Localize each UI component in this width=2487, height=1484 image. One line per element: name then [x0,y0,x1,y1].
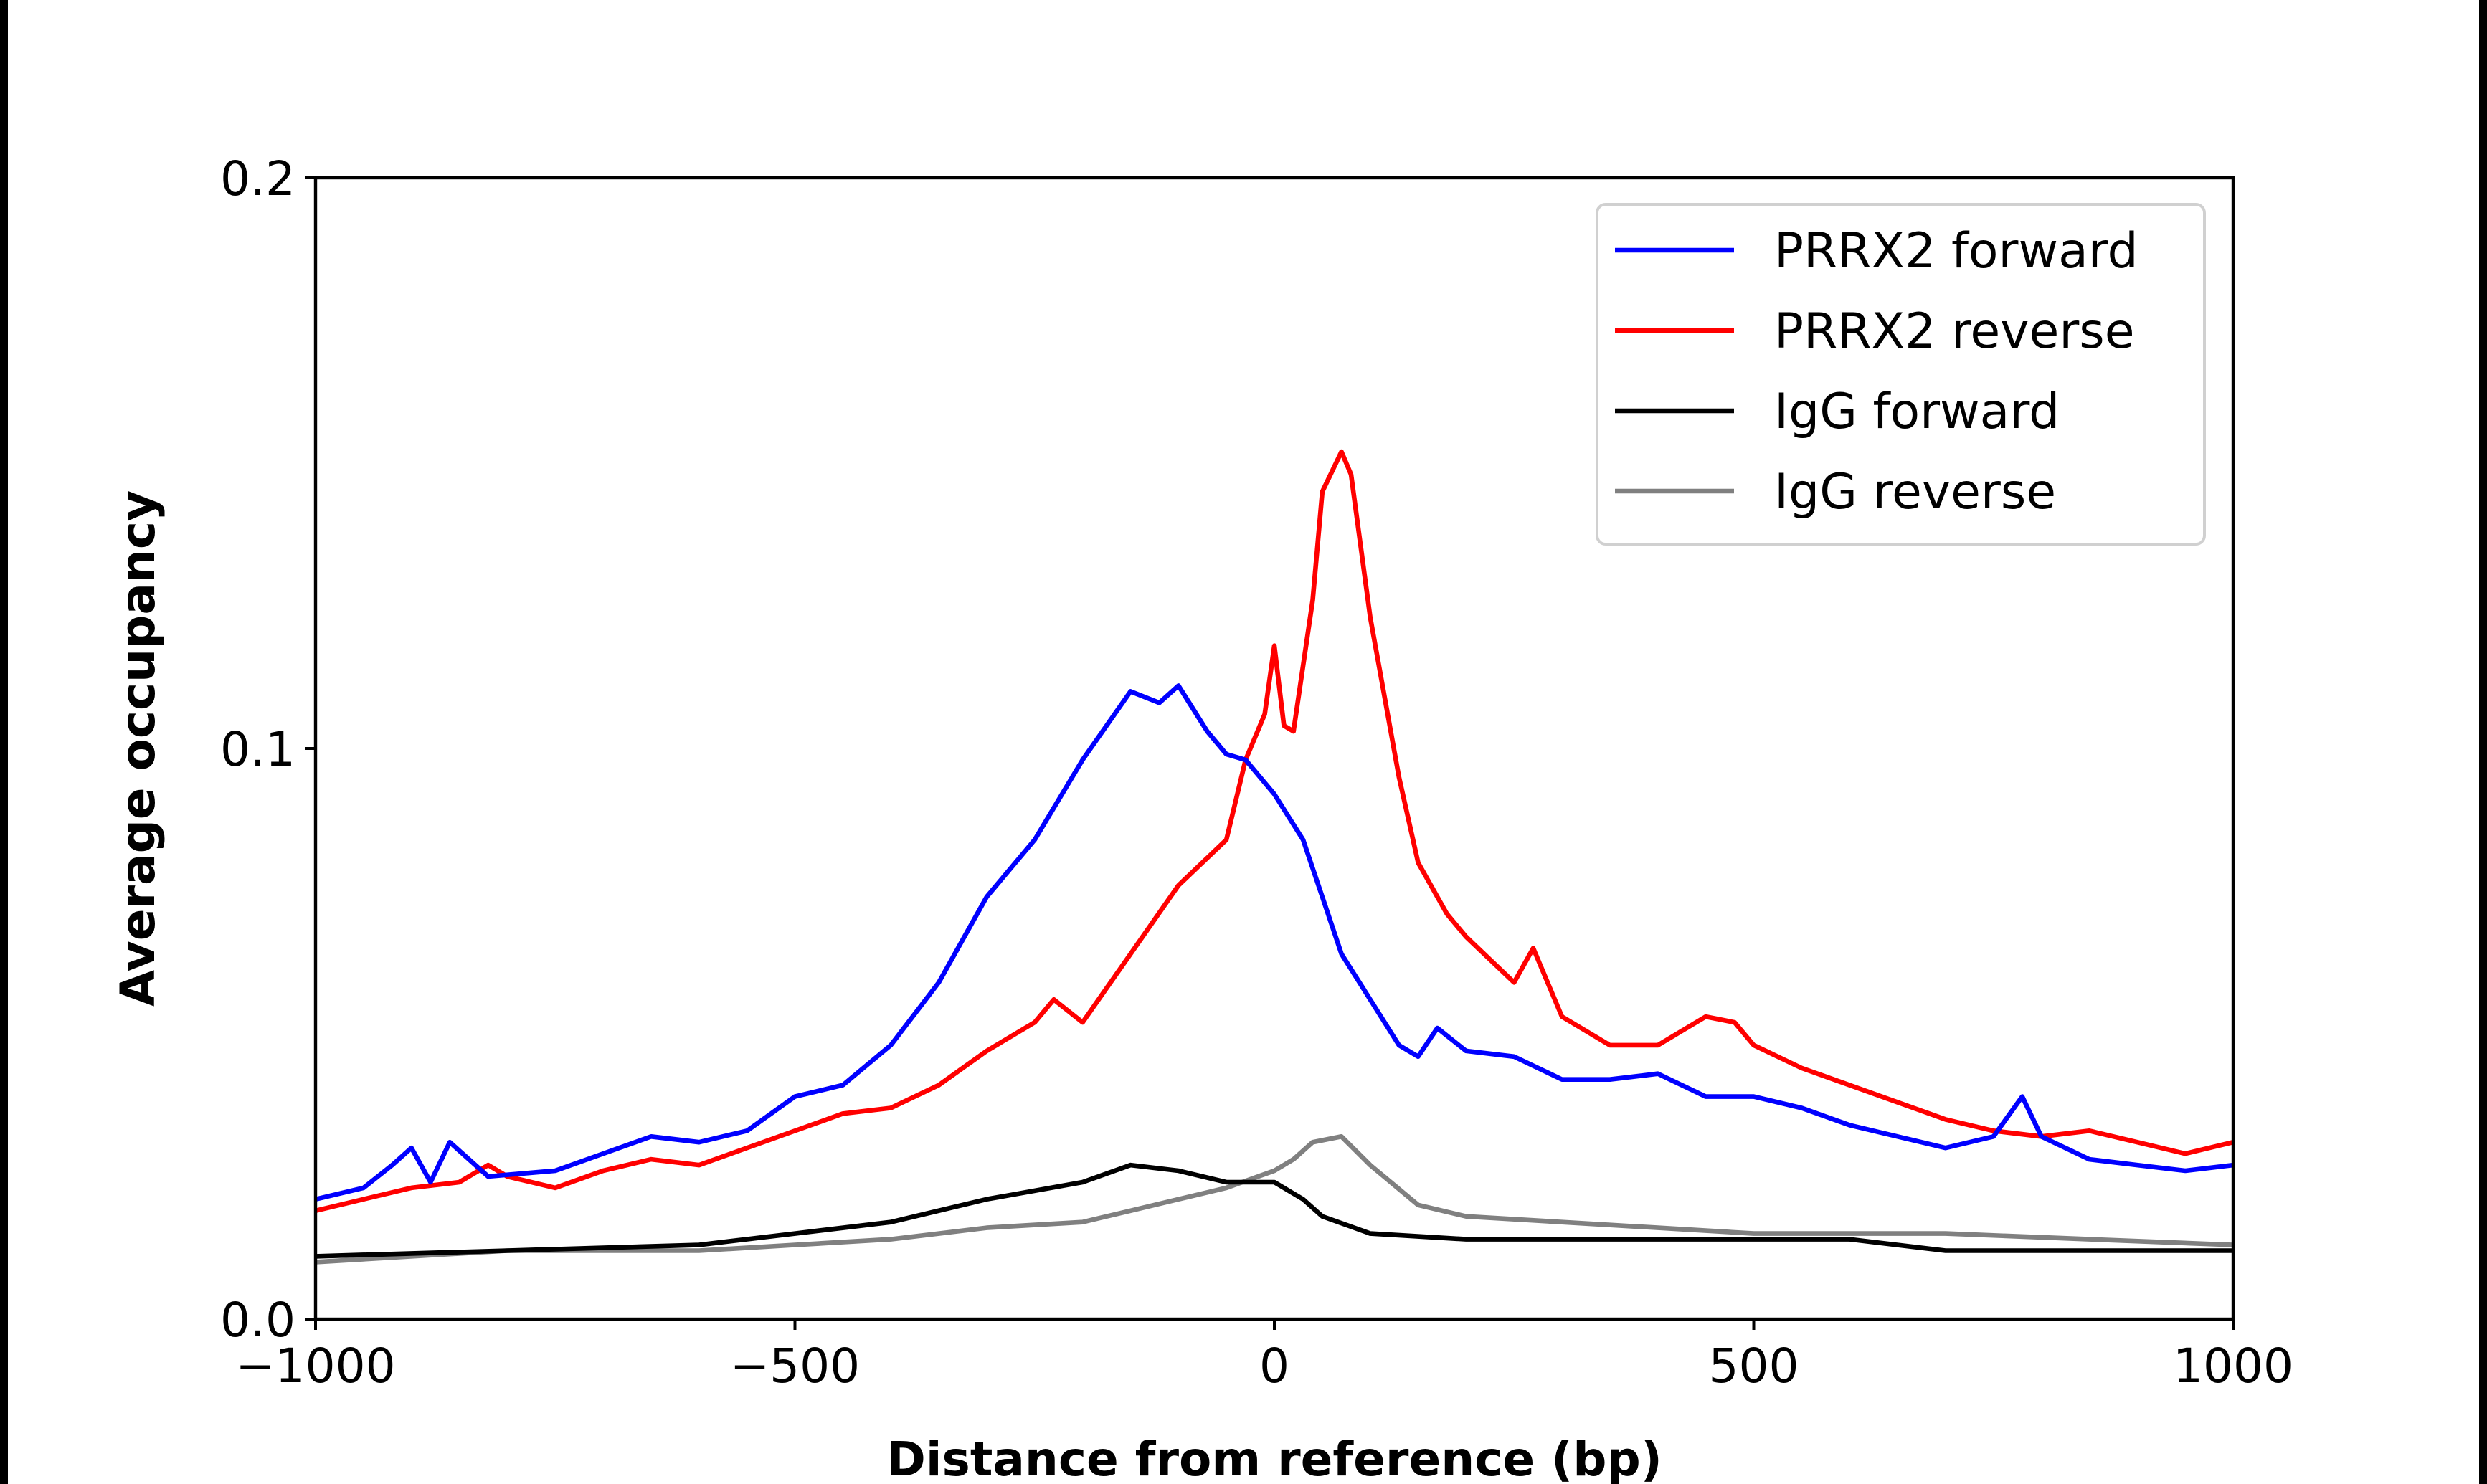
legend-label: IgG reverse [1774,464,2056,520]
y-tick-label: 0.2 [220,151,295,206]
legend-label: PRRX2 forward [1774,223,2138,280]
series-line-igg-forward [315,1162,2233,1259]
x-tick-label: −500 [730,1338,860,1394]
right-border [2479,0,2487,1484]
series-line-prrx2-reverse [315,449,2234,1214]
y-axis-label: Average occupancy [110,490,166,1007]
left-border [0,0,8,1484]
series-line-igg-reverse [315,1134,2234,1265]
x-tick-label: 1000 [2173,1338,2293,1394]
x-tick-label: 0 [1259,1338,1289,1394]
x-tick-label: −1000 [235,1338,395,1394]
legend: PRRX2 forward PRRX2 reverse IgG forward IgG… [1596,203,2206,546]
legend-label: PRRX2 reverse [1774,303,2135,360]
y-tick-label: 0.0 [220,1293,295,1348]
x-tick-label: 500 [1709,1338,1799,1394]
series-line-prrx2-forward [315,683,2234,1202]
x-axis-label: Distance from reference (bp) [886,1432,1662,1484]
series-layer [315,449,2234,1265]
legend-frame [1596,203,2206,546]
legend-label: IgG forward [1774,384,2060,440]
y-tick-label: 0.1 [220,722,295,777]
ticks-layer: −1000 −500 0 500 1000 0.0 0.1 0.2 [220,151,2293,1394]
